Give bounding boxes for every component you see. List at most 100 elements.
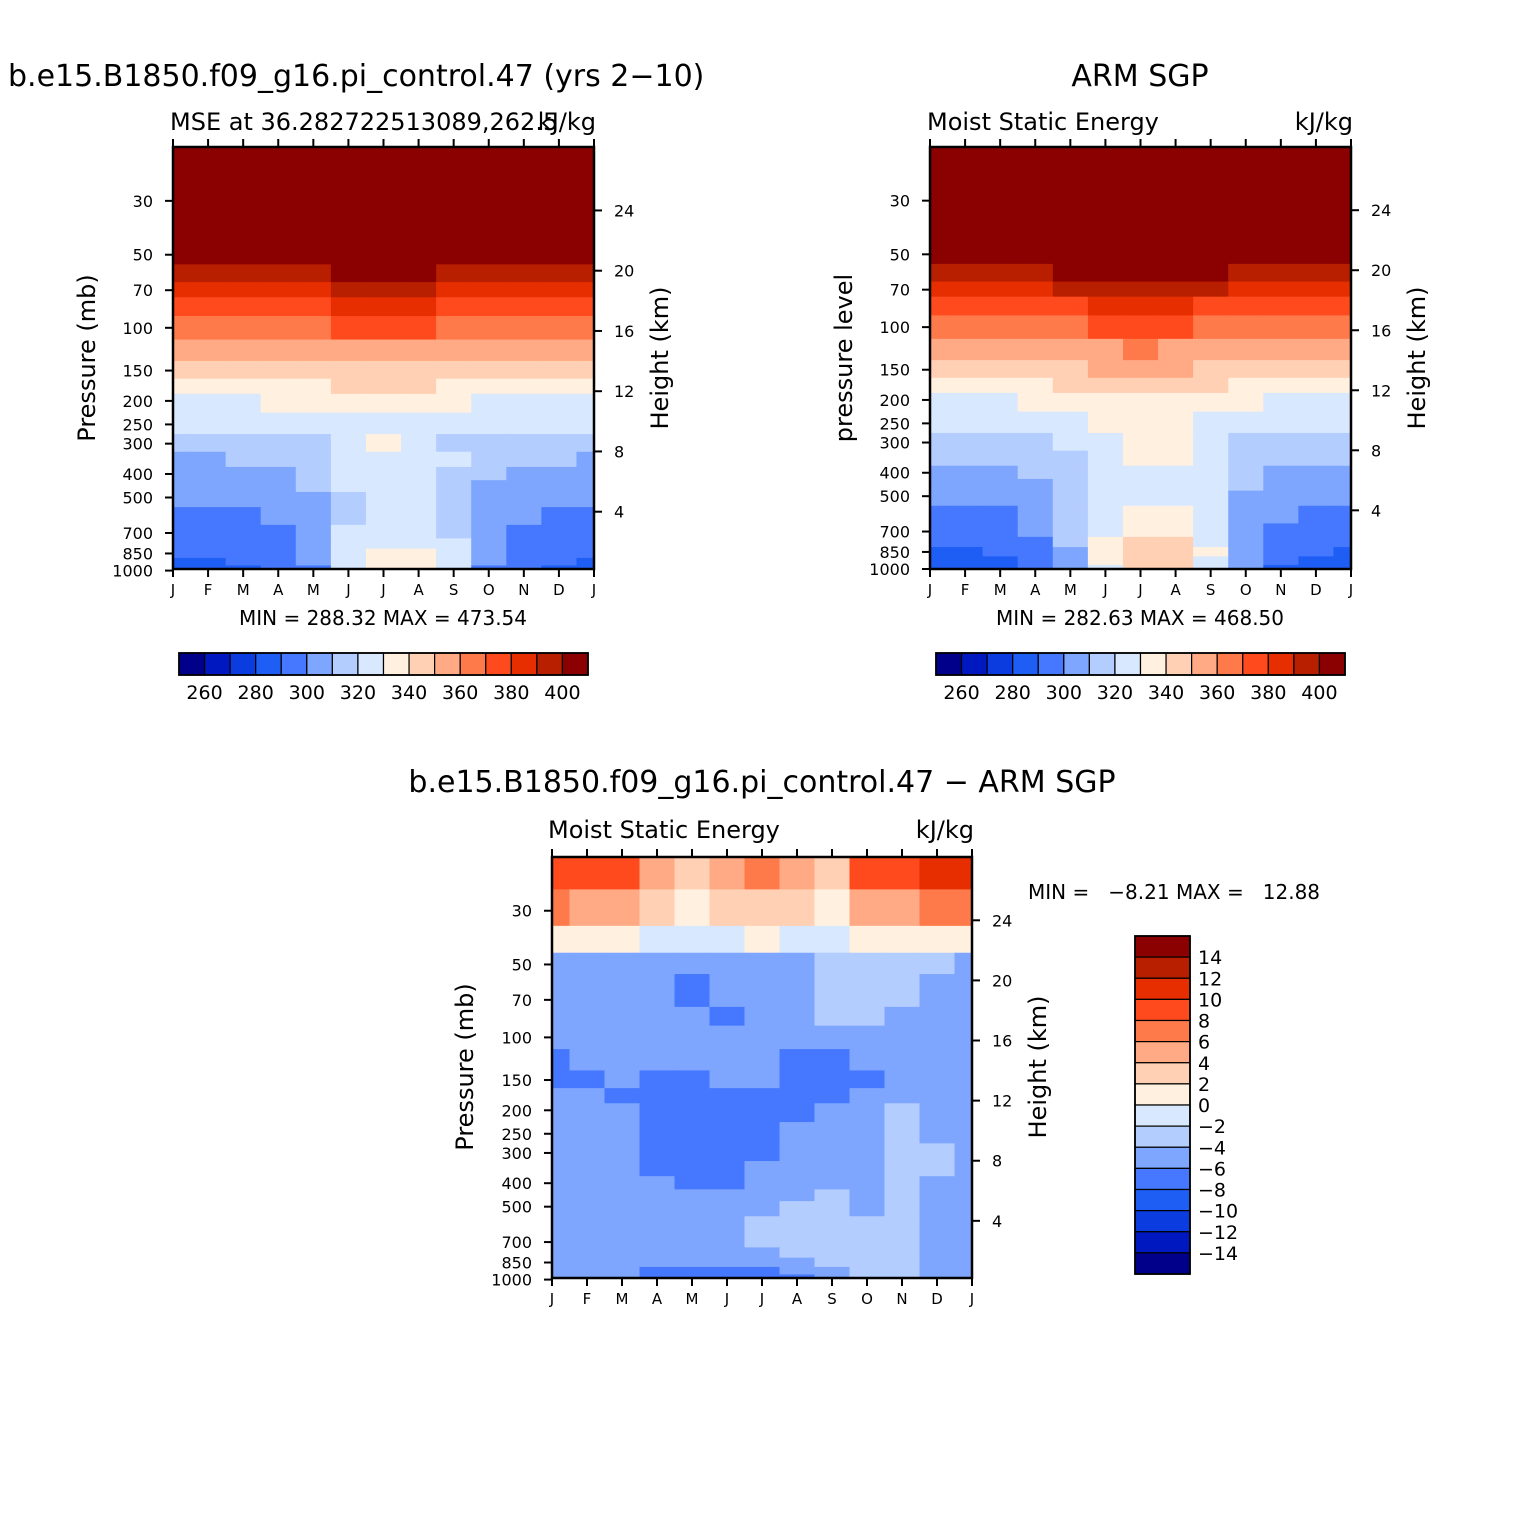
- y-right-tick-label: 16: [992, 1032, 1012, 1051]
- contour-cell: [1122, 315, 1159, 340]
- contour-cell: [919, 1233, 956, 1249]
- y-right-tick-label: 24: [992, 911, 1012, 930]
- x-tick-label: A: [792, 1290, 803, 1308]
- contour-cell: [260, 378, 297, 395]
- contour-cell: [569, 1274, 606, 1279]
- contour-cell: [919, 1216, 956, 1235]
- contour-cell: [541, 316, 578, 341]
- contour-cell: [604, 1143, 641, 1162]
- contour-cell: [674, 1122, 711, 1144]
- contour-cell: [401, 507, 437, 526]
- panel-model-title: b.e15.B1850.f09_g16.pi_control.47 (yrs 2…: [8, 59, 704, 94]
- contour-cell: [225, 538, 262, 550]
- contour-cell: [1122, 411, 1159, 434]
- contour-cell: [709, 1189, 746, 1202]
- contour-cell: [365, 339, 402, 362]
- contour-cell: [576, 242, 595, 265]
- contour-cell: [1158, 465, 1194, 480]
- colorbar-swatch: [306, 652, 333, 676]
- contour-cell: [982, 296, 1019, 317]
- contour-cell: [884, 1122, 921, 1144]
- contour-cell: [674, 991, 711, 1008]
- contour-cell: [982, 547, 1019, 557]
- contour-cell: [982, 465, 1019, 480]
- contour-cell: [884, 974, 921, 993]
- colorbar-swatch: [1318, 652, 1346, 676]
- y-tick-label: 100: [122, 319, 153, 338]
- contour-cell: [674, 1233, 711, 1249]
- contour-cell: [541, 451, 578, 468]
- contour-cell: [295, 216, 332, 244]
- contour-cell: [552, 991, 571, 1008]
- contour-cell: [1052, 215, 1089, 244]
- colorbar-swatch: [1134, 1019, 1191, 1043]
- contour-cell: [295, 147, 332, 181]
- contour-cell: [506, 507, 542, 526]
- y-tick-label: 400: [501, 1174, 532, 1193]
- colorbar-label: 280: [238, 682, 274, 704]
- contour-cell: [1122, 523, 1159, 538]
- contour-cell: [1087, 536, 1124, 548]
- contour-cell: [471, 557, 507, 567]
- colorbar-label: −8: [1198, 1180, 1226, 1202]
- contour-cell: [541, 147, 578, 181]
- contour-cell: [1052, 432, 1089, 452]
- x-tick-label: N: [896, 1290, 907, 1308]
- contour-cell: [779, 925, 816, 954]
- contour-cell: [190, 179, 227, 217]
- contour-cell: [569, 1266, 606, 1276]
- contour-cell: [1017, 547, 1054, 557]
- contour-cell: [947, 281, 984, 298]
- panel-diff-title: b.e15.B1850.f09_g16.pi_control.47 − ARM …: [408, 765, 1115, 800]
- contour-cell: [884, 889, 921, 927]
- contour-cell: [1052, 338, 1089, 361]
- contour-cell: [552, 1233, 571, 1249]
- contour-cell: [1193, 315, 1229, 340]
- y-right-tick-label: 20: [1371, 261, 1391, 280]
- contour-cell: [1087, 215, 1124, 244]
- x-tick-label: D: [1310, 581, 1322, 599]
- contour-cell: [814, 1161, 851, 1177]
- contour-cell: [919, 1274, 956, 1279]
- contour-cell: [541, 393, 578, 414]
- colorbar-swatch: [459, 652, 487, 676]
- contour-cell: [260, 179, 297, 217]
- contour-cell: [604, 1025, 641, 1050]
- contour-cell: [225, 524, 262, 539]
- contour-cell: [930, 505, 949, 525]
- contour-cell: [506, 393, 542, 414]
- contour-cell: [552, 1161, 571, 1177]
- contour-cell: [401, 216, 437, 244]
- contour-cell: [471, 548, 507, 559]
- colorbar-frame: [935, 652, 1346, 676]
- contour-cell: [401, 339, 437, 362]
- contour-cell: [1087, 450, 1124, 467]
- contour-cell: [576, 451, 595, 468]
- contour-cell: [173, 507, 192, 526]
- colorbar-swatch: [1134, 1231, 1191, 1254]
- contour-cell: [919, 889, 956, 927]
- contour-cell: [190, 216, 227, 244]
- contour-cell: [919, 1049, 956, 1072]
- contour-cell: [330, 548, 367, 559]
- contour-cell: [744, 1070, 781, 1089]
- contour-cell: [173, 216, 192, 244]
- contour-cell: [1122, 478, 1159, 492]
- contour-cell: [1122, 547, 1159, 557]
- y-tick-label: 30: [890, 192, 910, 211]
- contour-cell: [436, 339, 472, 362]
- contour-cell: [1263, 411, 1299, 434]
- contour-cell: [330, 179, 367, 217]
- y-right-tick-label: 12: [992, 1092, 1012, 1111]
- colorbar-swatch: [1134, 1252, 1191, 1275]
- contour-cell: [674, 952, 711, 975]
- contour-cell: [639, 1143, 676, 1162]
- contour-cell: [173, 264, 192, 283]
- contour-cell: [190, 434, 227, 453]
- contour-cell: [330, 393, 367, 414]
- x-tick-label: O: [861, 1290, 873, 1308]
- contour-cell: [954, 1233, 973, 1249]
- contour-cell: [1228, 564, 1264, 570]
- contour-cell: [604, 952, 641, 975]
- contour-cell: [552, 1247, 571, 1259]
